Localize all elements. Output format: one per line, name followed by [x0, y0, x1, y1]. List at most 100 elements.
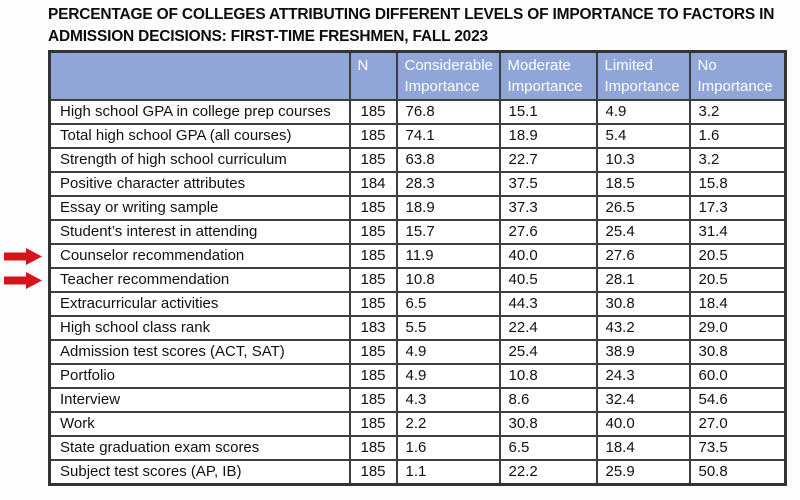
red-arrow-icon [4, 247, 42, 265]
considerable-cell: 1.6 [395, 435, 501, 461]
n-cell: 185 [348, 363, 398, 389]
considerable-cell: 5.5 [395, 315, 501, 341]
no-importance-cell: 29.0 [688, 315, 787, 341]
limited-cell: 28.1 [595, 267, 691, 293]
table-title: PERCENTAGE OF COLLEGES ATTRIBUTING DIFFE… [48, 6, 775, 45]
moderate-cell: 6.5 [498, 435, 598, 461]
importance-table: N Considerable Importance Moderate Impor… [48, 50, 787, 486]
no-importance-cell: 20.5 [688, 243, 787, 269]
n-cell: 185 [348, 147, 398, 173]
considerable-cell: 1.1 [395, 459, 501, 486]
no-importance-cell: 3.2 [688, 147, 787, 173]
table-row: Counselor recommendation 185 11.9 40.0 27.6 2… [48, 243, 787, 269]
n-cell: 185 [348, 243, 398, 269]
limited-cell: 18.4 [595, 435, 691, 461]
table-row: Strength of high school curriculum 185 63.… [48, 147, 787, 173]
column-header-considerable-importance: Considerable Importance [395, 50, 501, 101]
limited-cell: 32.4 [595, 387, 691, 413]
limited-cell: 24.3 [595, 363, 691, 389]
table-row: Teacher recommendation 185 10.8 40.5 28.1 20.… [48, 267, 787, 293]
moderate-cell: 8.6 [498, 387, 598, 413]
factor-cell: State graduation exam scores [48, 435, 351, 461]
limited-cell: 25.4 [595, 219, 691, 245]
table-body: High school GPA in college prep courses 1… [48, 99, 787, 486]
n-cell: 185 [348, 411, 398, 437]
considerable-cell: 74.1 [395, 123, 501, 149]
table-row: Interview 185 4.3 8.6 32.4 54.6 [48, 387, 787, 413]
n-cell: 184 [348, 171, 398, 197]
column-header-no-importance: No Importance [688, 50, 787, 101]
no-importance-cell: 73.5 [688, 435, 787, 461]
no-importance-cell: 31.4 [688, 219, 787, 245]
no-importance-cell: 30.8 [688, 339, 787, 365]
considerable-cell: 18.9 [395, 195, 501, 221]
limited-cell: 5.4 [595, 123, 691, 149]
n-cell: 185 [348, 195, 398, 221]
table-row: Positive character attributes 184 28.3 37.5… [48, 171, 787, 197]
limited-cell: 27.6 [595, 243, 691, 269]
table-row: Subject test scores (AP, IB) 185 1.1 22.2 25… [48, 459, 787, 486]
factor-cell: Work [48, 411, 351, 437]
table-row: High school class rank 183 5.5 22.4 43.2 29.0 [48, 315, 787, 341]
considerable-cell: 2.2 [395, 411, 501, 437]
n-cell: 183 [348, 315, 398, 341]
moderate-cell: 25.4 [498, 339, 598, 365]
limited-cell: 43.2 [595, 315, 691, 341]
table-row: Total high school GPA (all courses) 185 74… [48, 123, 787, 149]
table-row: Extracurricular activities 185 6.5 44.3 30.8… [48, 291, 787, 317]
factor-cell: High school class rank [48, 315, 351, 341]
factor-cell: Strength of high school curriculum [48, 147, 351, 173]
n-cell: 185 [348, 339, 398, 365]
factor-cell: Subject test scores (AP, IB) [48, 459, 351, 486]
factor-cell: Essay or writing sample [48, 195, 351, 221]
moderate-cell: 40.0 [498, 243, 598, 269]
n-cell: 185 [348, 99, 398, 125]
moderate-cell: 37.5 [498, 171, 598, 197]
moderate-cell: 40.5 [498, 267, 598, 293]
no-importance-cell: 3.2 [688, 99, 787, 125]
table-row: High school GPA in college prep courses 1… [48, 99, 787, 125]
moderate-cell: 22.2 [498, 459, 598, 486]
no-importance-cell: 54.6 [688, 387, 787, 413]
n-cell: 185 [348, 219, 398, 245]
moderate-cell: 22.7 [498, 147, 598, 173]
considerable-cell: 4.9 [395, 363, 501, 389]
n-cell: 185 [348, 435, 398, 461]
considerable-cell: 6.5 [395, 291, 501, 317]
red-arrow-icon [4, 271, 42, 289]
column-header-factor [48, 50, 351, 101]
considerable-cell: 63.8 [395, 147, 501, 173]
column-header-moderate-importance: Moderate Importance [498, 50, 598, 101]
no-importance-cell: 60.0 [688, 363, 787, 389]
limited-cell: 38.9 [595, 339, 691, 365]
moderate-cell: 22.4 [498, 315, 598, 341]
considerable-cell: 11.9 [395, 243, 501, 269]
considerable-cell: 28.3 [395, 171, 501, 197]
table-header: N Considerable Importance Moderate Impor… [48, 50, 787, 101]
moderate-cell: 44.3 [498, 291, 598, 317]
limited-cell: 40.0 [595, 411, 691, 437]
factor-cell: Portfolio [48, 363, 351, 389]
table-row: Essay or writing sample 185 18.9 37.3 26.5 17… [48, 195, 787, 221]
limited-cell: 10.3 [595, 147, 691, 173]
no-importance-cell: 50.8 [688, 459, 787, 486]
limited-cell: 4.9 [595, 99, 691, 125]
no-importance-cell: 1.6 [688, 123, 787, 149]
moderate-cell: 10.8 [498, 363, 598, 389]
column-header-limited-importance: Limited Importance [595, 50, 691, 101]
table-row: Portfolio 185 4.9 10.8 24.3 60.0 [48, 363, 787, 389]
considerable-cell: 4.3 [395, 387, 501, 413]
considerable-cell: 10.8 [395, 267, 501, 293]
no-importance-cell: 15.8 [688, 171, 787, 197]
no-importance-cell: 20.5 [688, 267, 787, 293]
factor-cell: Admission test scores (ACT, SAT) [48, 339, 351, 365]
no-importance-cell: 17.3 [688, 195, 787, 221]
table-row: Work 185 2.2 30.8 40.0 27.0 [48, 411, 787, 437]
column-header-n: N [348, 50, 398, 101]
factor-cell: Total high school GPA (all courses) [48, 123, 351, 149]
header-row: N Considerable Importance Moderate Impor… [48, 50, 787, 101]
factor-cell: Interview [48, 387, 351, 413]
n-cell: 185 [348, 459, 398, 486]
table-row: State graduation exam scores 185 1.6 6.5 18.… [48, 435, 787, 461]
